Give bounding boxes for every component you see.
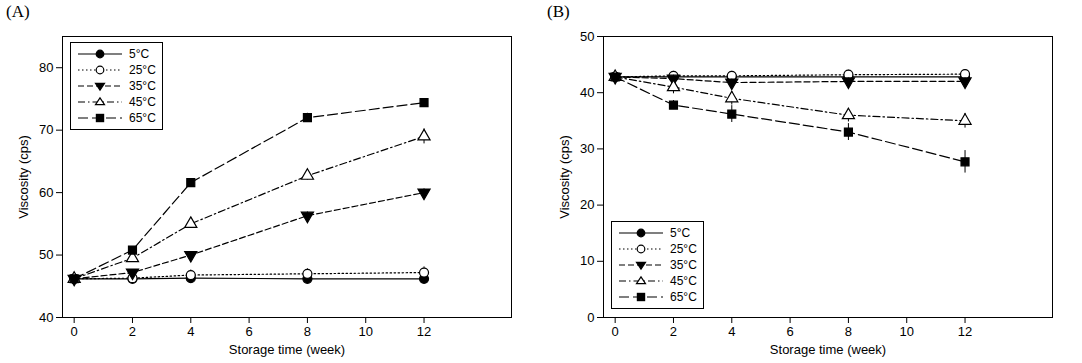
svg-text:8: 8 [304, 324, 311, 339]
svg-text:10: 10 [580, 253, 594, 268]
svg-text:10: 10 [899, 324, 913, 339]
svg-text:Storage time (week): Storage time (week) [229, 342, 345, 357]
html-text:65°C: 65°C [670, 290, 697, 304]
svg-text:12: 12 [958, 324, 972, 339]
svg-text:60: 60 [39, 185, 53, 200]
svg-text:4: 4 [187, 324, 194, 339]
svg-text:12: 12 [417, 324, 431, 339]
html-text:35°C: 35°C [670, 258, 697, 272]
svg-text:40: 40 [39, 310, 53, 325]
html-text:5°C: 5°C [670, 226, 691, 240]
svg-text:30: 30 [580, 141, 594, 156]
svg-text:0: 0 [587, 310, 594, 325]
svg-text:2: 2 [670, 324, 677, 339]
svg-text:8: 8 [845, 324, 852, 339]
html-text:(B): (B) [547, 2, 570, 21]
html-text:45°C: 45°C [129, 95, 156, 109]
svg-text:0: 0 [612, 324, 619, 339]
svg-text:4: 4 [728, 324, 735, 339]
svg-text:0: 0 [71, 324, 78, 339]
svg-text:Storage time (week): Storage time (week) [770, 342, 886, 357]
html-text:45°C: 45°C [670, 274, 697, 288]
html-text:25°C: 25°C [129, 63, 156, 77]
html-text:35°C: 35°C [129, 79, 156, 93]
svg-text:50: 50 [580, 29, 594, 44]
svg-text:10: 10 [358, 324, 372, 339]
svg-text:40: 40 [580, 85, 594, 100]
html-text:5°C: 5°C [129, 47, 150, 61]
svg-text:Viscosity (cps): Viscosity (cps) [557, 135, 572, 219]
html-text:65°C: 65°C [129, 111, 156, 125]
svg-text:Viscosity (cps): Viscosity (cps) [16, 135, 31, 219]
svg-text:2: 2 [129, 324, 136, 339]
html-text:25°C: 25°C [670, 242, 697, 256]
svg-text:70: 70 [39, 122, 53, 137]
svg-text:20: 20 [580, 197, 594, 212]
html-text:(A): (A) [6, 2, 30, 21]
svg-text:6: 6 [245, 324, 252, 339]
svg-text:6: 6 [786, 324, 793, 339]
svg-text:80: 80 [39, 60, 53, 75]
svg-text:50: 50 [39, 247, 53, 262]
